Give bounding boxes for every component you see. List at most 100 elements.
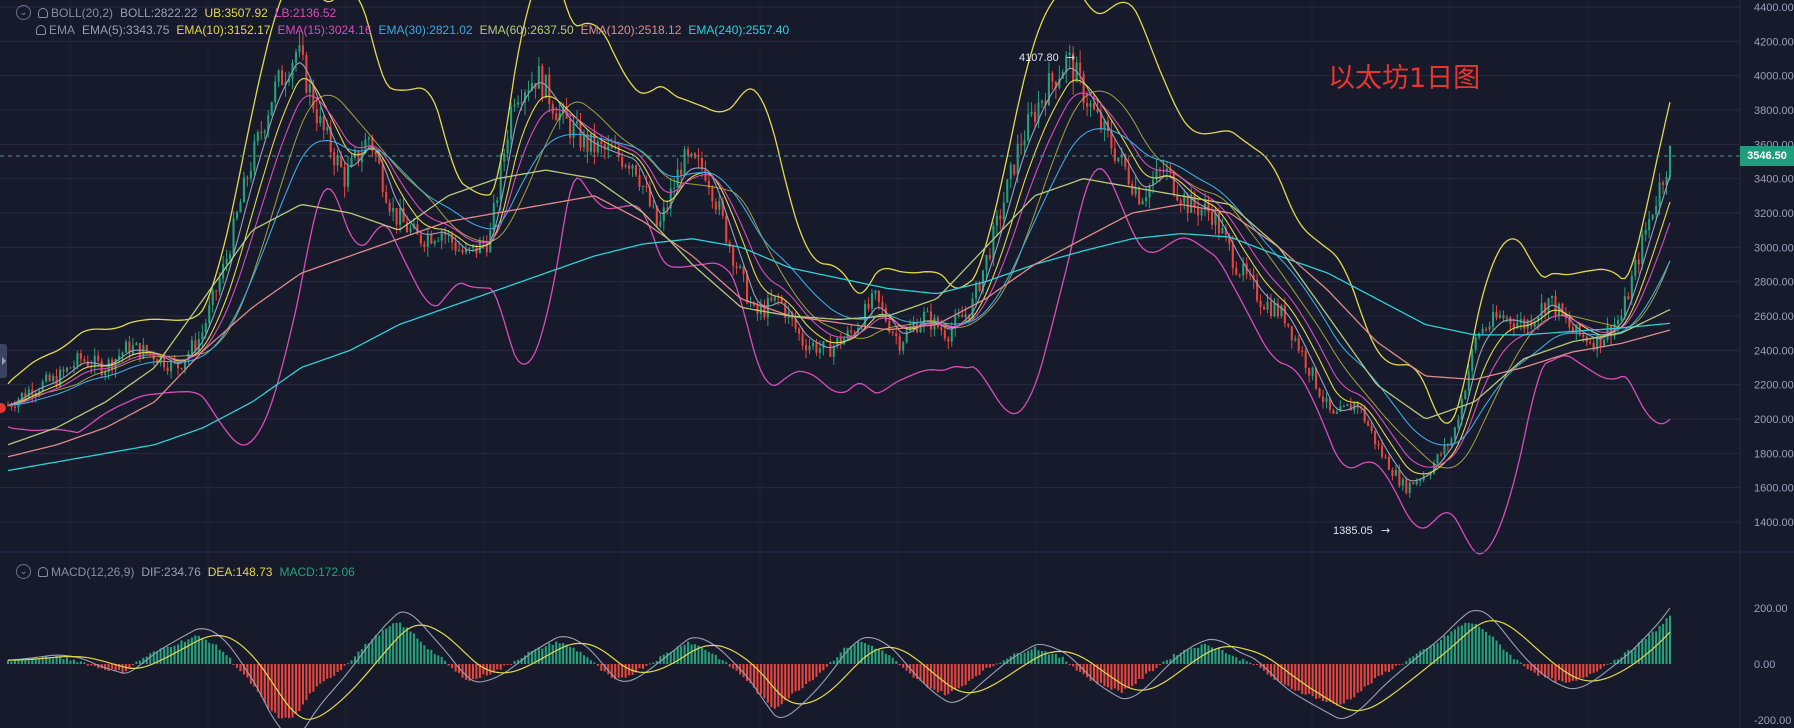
chart-title: 以太坊1日图 bbox=[1328, 63, 1481, 94]
macd-histogram-bar bbox=[90, 664, 93, 666]
macd-histogram-bar bbox=[749, 664, 752, 684]
candle-body bbox=[1464, 390, 1467, 400]
macd-histogram-bar bbox=[804, 664, 808, 685]
candle-body bbox=[822, 341, 825, 349]
candle-body bbox=[249, 170, 252, 179]
macd-histogram-bar bbox=[204, 639, 207, 664]
candle-body bbox=[1256, 279, 1259, 301]
macd-histogram-bar bbox=[593, 662, 596, 664]
macd-histogram-bar bbox=[62, 659, 65, 664]
candle-body bbox=[655, 205, 658, 227]
macd-histogram-bar bbox=[1481, 628, 1484, 664]
candle-body bbox=[1207, 203, 1210, 213]
macd-histogram-bar bbox=[1061, 656, 1064, 664]
macd-histogram-bar bbox=[399, 622, 402, 664]
macd-histogram-bar bbox=[510, 664, 513, 665]
bell-icon[interactable] bbox=[36, 25, 46, 35]
macd-histogram-bar bbox=[1523, 664, 1526, 667]
macd-histogram-bar bbox=[1603, 664, 1606, 667]
macd-label: MACD(12,26,9) bbox=[51, 564, 135, 579]
macd-histogram-bar bbox=[222, 651, 225, 664]
candle-body bbox=[513, 104, 516, 107]
candle-body bbox=[1648, 219, 1651, 231]
candle-body bbox=[1557, 303, 1561, 316]
candle-body bbox=[142, 345, 145, 358]
candle-body bbox=[860, 327, 863, 329]
macd-histogram-bar bbox=[1422, 649, 1425, 664]
macd-histogram-bar bbox=[537, 647, 540, 664]
ema-label: EMA bbox=[49, 23, 76, 37]
candle-body bbox=[1172, 171, 1175, 195]
macd-histogram-bar bbox=[1308, 664, 1311, 695]
macd-histogram-bar bbox=[641, 664, 644, 669]
macd-histogram-bar bbox=[1155, 664, 1158, 669]
macd-histogram-bar bbox=[607, 664, 610, 675]
macd-histogram-bar bbox=[735, 664, 738, 671]
macd-histogram-bar bbox=[1606, 663, 1609, 665]
candle-body bbox=[815, 343, 818, 353]
candle-body bbox=[517, 102, 520, 105]
macd-histogram-bar bbox=[718, 659, 721, 664]
candle-body bbox=[950, 328, 953, 342]
candle-body bbox=[895, 333, 898, 337]
candle-body bbox=[721, 201, 724, 216]
macd-histogram-bar bbox=[815, 664, 818, 677]
candle-body bbox=[1051, 73, 1054, 82]
candle-body bbox=[891, 331, 894, 334]
candle-body bbox=[1603, 339, 1606, 348]
macd-histogram-bar bbox=[693, 644, 697, 664]
macd-histogram-bar bbox=[936, 664, 939, 693]
candle-body bbox=[1027, 114, 1030, 141]
macd-histogram-bar bbox=[690, 644, 693, 664]
candle-body bbox=[690, 153, 693, 156]
candle-body bbox=[20, 392, 23, 400]
candle-body bbox=[329, 127, 332, 153]
macd-histogram-bar bbox=[1304, 664, 1307, 695]
collapse-icon[interactable]: ⌄ bbox=[16, 564, 31, 579]
macd-histogram-bar bbox=[45, 655, 48, 664]
macd-histogram-bar bbox=[34, 658, 37, 664]
macd-histogram-bar bbox=[596, 664, 599, 666]
ema-60-line bbox=[7, 169, 1671, 446]
bell-icon[interactable] bbox=[38, 566, 48, 577]
macd-histogram-bar bbox=[1339, 664, 1342, 705]
macd-histogram-bar bbox=[1301, 664, 1304, 694]
macd-histogram-bar bbox=[1321, 664, 1325, 702]
collapse-icon[interactable]: ⌄ bbox=[16, 5, 31, 20]
macd-histogram-bar bbox=[1575, 664, 1578, 681]
macd-histogram-bar bbox=[1516, 659, 1519, 664]
candle-body bbox=[523, 92, 527, 103]
price-tick-label: 2600.00 bbox=[1754, 311, 1794, 323]
candle-body bbox=[1044, 100, 1047, 106]
macd-histogram-bar bbox=[1075, 664, 1078, 671]
macd-histogram-bar bbox=[1349, 664, 1352, 700]
candle-body bbox=[874, 290, 877, 294]
candle-body bbox=[1651, 214, 1654, 220]
macd-histogram-bar bbox=[1464, 622, 1467, 664]
macd-histogram-bar bbox=[1197, 647, 1200, 664]
macd-histogram-bar bbox=[371, 639, 374, 664]
candle-body bbox=[260, 132, 263, 134]
side-panel-toggle[interactable] bbox=[0, 344, 7, 378]
macd-histogram-bar bbox=[680, 646, 683, 664]
candle-body bbox=[846, 330, 849, 339]
macd-histogram-bar bbox=[756, 664, 759, 694]
candle-body bbox=[780, 297, 783, 303]
candle-body bbox=[1405, 479, 1408, 493]
macd-histogram-bar bbox=[1051, 653, 1054, 664]
macd-histogram-bar bbox=[1016, 653, 1019, 664]
macd-histogram-bar bbox=[291, 664, 294, 718]
macd-histogram-bar bbox=[676, 646, 679, 664]
macd-histogram-bar bbox=[27, 660, 30, 664]
macd-histogram-bar bbox=[1176, 655, 1179, 664]
candle-body bbox=[468, 247, 471, 250]
macd-tick-label: 0.00 bbox=[1754, 659, 1775, 671]
candle-body bbox=[1009, 164, 1012, 180]
bell-icon[interactable] bbox=[38, 7, 48, 18]
macd-histogram-bar bbox=[506, 664, 509, 665]
candle-body bbox=[1099, 112, 1103, 130]
macd-histogram-bar bbox=[787, 664, 790, 699]
candle-body bbox=[38, 390, 41, 394]
candle-body bbox=[1561, 303, 1564, 315]
